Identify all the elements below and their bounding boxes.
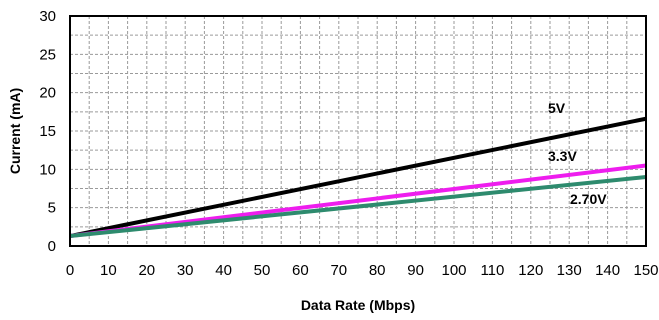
series-line	[69, 116, 647, 238]
x-axis-title: Data Rate (Mbps)	[301, 297, 415, 313]
series-lines	[69, 116, 647, 239]
y-tick-label: 5	[48, 200, 56, 217]
series-label: 2.70V	[570, 191, 607, 207]
x-tick-label: 40	[215, 262, 232, 279]
x-tick-label: 150	[633, 262, 658, 279]
x-tick-label: 30	[177, 262, 194, 279]
plot-frame	[69, 15, 647, 247]
x-tick-label: 130	[557, 262, 582, 279]
series-labels: 5V 3.3V 2.70V	[548, 100, 607, 207]
y-axis-title: Current (mA)	[7, 88, 23, 174]
x-tick-label: 0	[66, 262, 74, 279]
series-label: 3.3V	[548, 148, 577, 164]
y-tick-label: 30	[39, 8, 56, 25]
x-tick-label: 70	[330, 262, 347, 279]
x-tick-label: 90	[407, 262, 424, 279]
grid-lines	[70, 16, 646, 246]
x-tick-label: 100	[441, 262, 466, 279]
y-tick-label: 0	[48, 238, 56, 255]
y-tick-label: 20	[39, 85, 56, 102]
x-tick-labels: 0 10 20 30 40 50 60 70 80 90 100 110 120 130 140 150	[66, 262, 659, 279]
y-tick-labels: 0 5 10 15 20 25 30	[39, 8, 56, 255]
series-line	[69, 175, 647, 239]
y-tick-label: 10	[39, 161, 56, 178]
x-tick-label: 50	[254, 262, 271, 279]
x-tick-label: 60	[292, 262, 309, 279]
series-label: 5V	[548, 100, 566, 116]
y-tick-label: 25	[39, 46, 56, 63]
x-tick-label: 10	[100, 262, 117, 279]
y-tick-label: 15	[39, 123, 56, 140]
x-tick-label: 110	[480, 262, 504, 279]
x-tick-label: 120	[518, 262, 543, 279]
x-tick-label: 80	[369, 262, 386, 279]
x-tick-label: 140	[595, 262, 620, 279]
x-tick-label: 20	[138, 262, 155, 279]
